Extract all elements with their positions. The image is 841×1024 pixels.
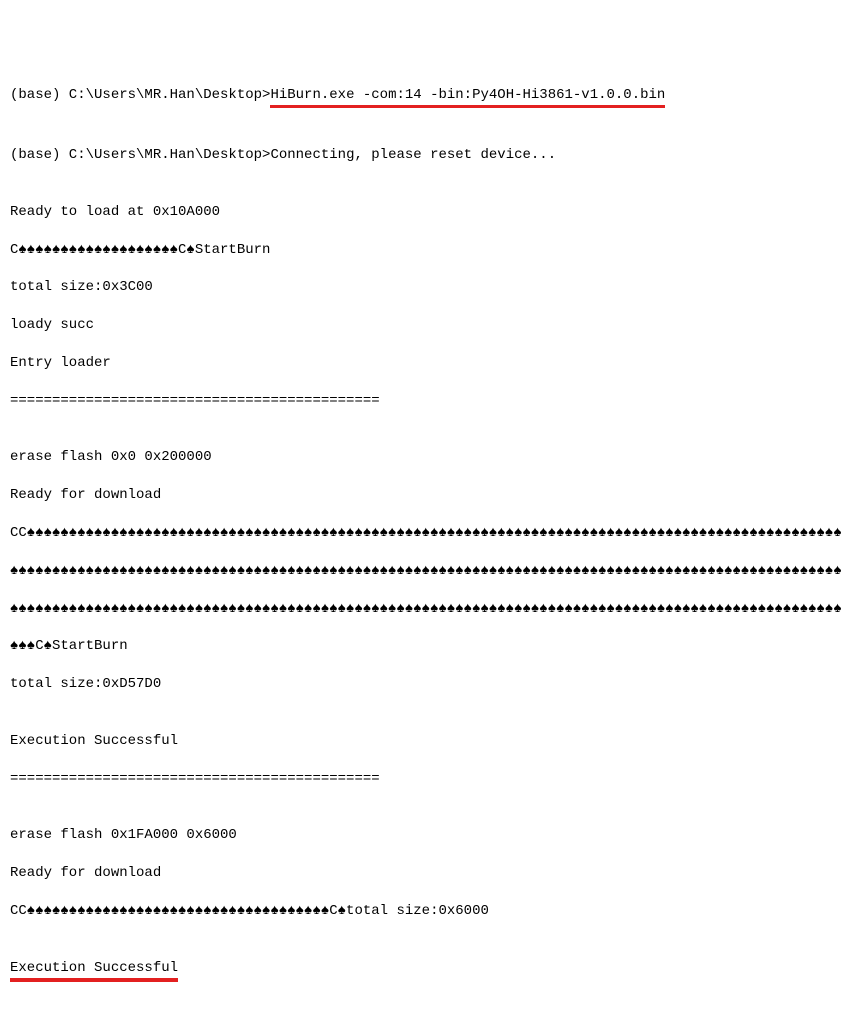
progress-spades-1: CC♠♠♠♠♠♠♠♠♠♠♠♠♠♠♠♠♠♠♠♠♠♠♠♠♠♠♠♠♠♠♠♠♠♠♠♠♠♠… (10, 524, 831, 543)
execution-successful-1: Execution Successful (10, 732, 831, 751)
command-line-2: (base) C:\Users\MR.Han\Desktop>Connectin… (10, 146, 831, 165)
loady-succ: loady succ (10, 316, 831, 335)
execution-successful-2: Execution Successful (10, 959, 831, 983)
exec-success-text: Execution Successful (10, 959, 178, 983)
progress-spades-3: ♠♠♠♠♠♠♠♠♠♠♠♠♠♠♠♠♠♠♠♠♠♠♠♠♠♠♠♠♠♠♠♠♠♠♠♠♠♠♠♠… (10, 600, 831, 619)
divider-2: ========================================… (10, 770, 831, 789)
command-line-1: (base) C:\Users\MR.Han\Desktop>HiBurn.ex… (10, 86, 831, 109)
ready-download-1: Ready for download (10, 486, 831, 505)
startburn-2: ♠♠♠C♠StartBurn (10, 637, 831, 656)
prompt-prefix: (base) C:\Users\MR.Han\Desktop> (10, 147, 270, 163)
total-size-1: total size:0x3C00 (10, 278, 831, 297)
prompt-prefix: (base) C:\Users\MR.Han\Desktop> (10, 87, 270, 103)
entry-loader: Entry loader (10, 354, 831, 373)
erase-flash-2: erase flash 0x1FA000 0x6000 (10, 826, 831, 845)
progress-spades-2: ♠♠♠♠♠♠♠♠♠♠♠♠♠♠♠♠♠♠♠♠♠♠♠♠♠♠♠♠♠♠♠♠♠♠♠♠♠♠♠♠… (10, 562, 831, 581)
command-text: HiBurn.exe -com:14 -bin:Py4OH-Hi3861-v1.… (270, 86, 665, 109)
total-size-2: total size:0xD57D0 (10, 675, 831, 694)
progress-spades-4: CC♠♠♠♠♠♠♠♠♠♠♠♠♠♠♠♠♠♠♠♠♠♠♠♠♠♠♠♠♠♠♠♠♠♠♠♠C♠… (10, 902, 831, 921)
ready-load: Ready to load at 0x10A000 (10, 203, 831, 222)
erase-flash-1: erase flash 0x0 0x200000 (10, 448, 831, 467)
startburn-1: C♠♠♠♠♠♠♠♠♠♠♠♠♠♠♠♠♠♠♠C♠StartBurn (10, 241, 831, 260)
divider-1: ========================================… (10, 392, 831, 411)
connecting-msg: Connecting, please reset device... (270, 147, 556, 163)
ready-download-2: Ready for download (10, 864, 831, 883)
